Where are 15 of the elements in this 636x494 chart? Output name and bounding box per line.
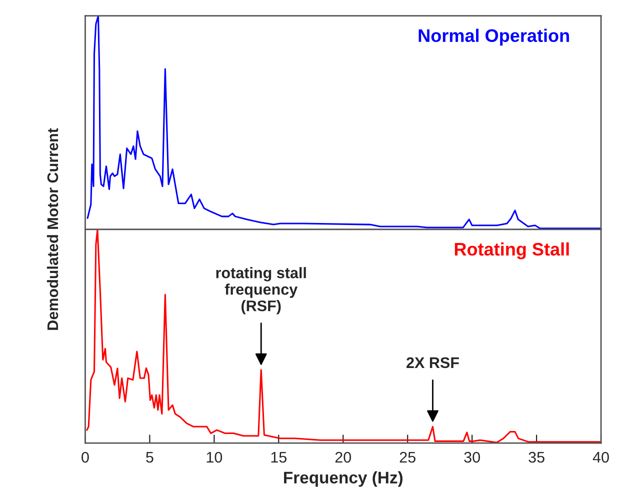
x-tick-label: 0 — [82, 452, 89, 463]
y-axis-title: Demodulated Motor Current — [46, 128, 58, 330]
text: Normal Operation — [418, 28, 569, 46]
text: Rotating Stall — [454, 242, 569, 260]
annotation: rotating stall frequency (RSF) — [216, 267, 306, 314]
x-tick-label: 15 — [271, 452, 287, 463]
x-tick-label: 10 — [206, 452, 222, 463]
annotation: 2X RSF — [406, 357, 459, 368]
x-tick-label: 35 — [528, 452, 544, 463]
x-axis-title: Frequency (Hz) — [284, 471, 402, 487]
x-tick-label: 25 — [400, 452, 416, 463]
x-tick-label: 20 — [335, 452, 352, 463]
x-tick-label: 40 — [592, 452, 609, 463]
x-tick-label: 30 — [464, 452, 480, 463]
x-tick-label: 5 — [146, 452, 154, 463]
